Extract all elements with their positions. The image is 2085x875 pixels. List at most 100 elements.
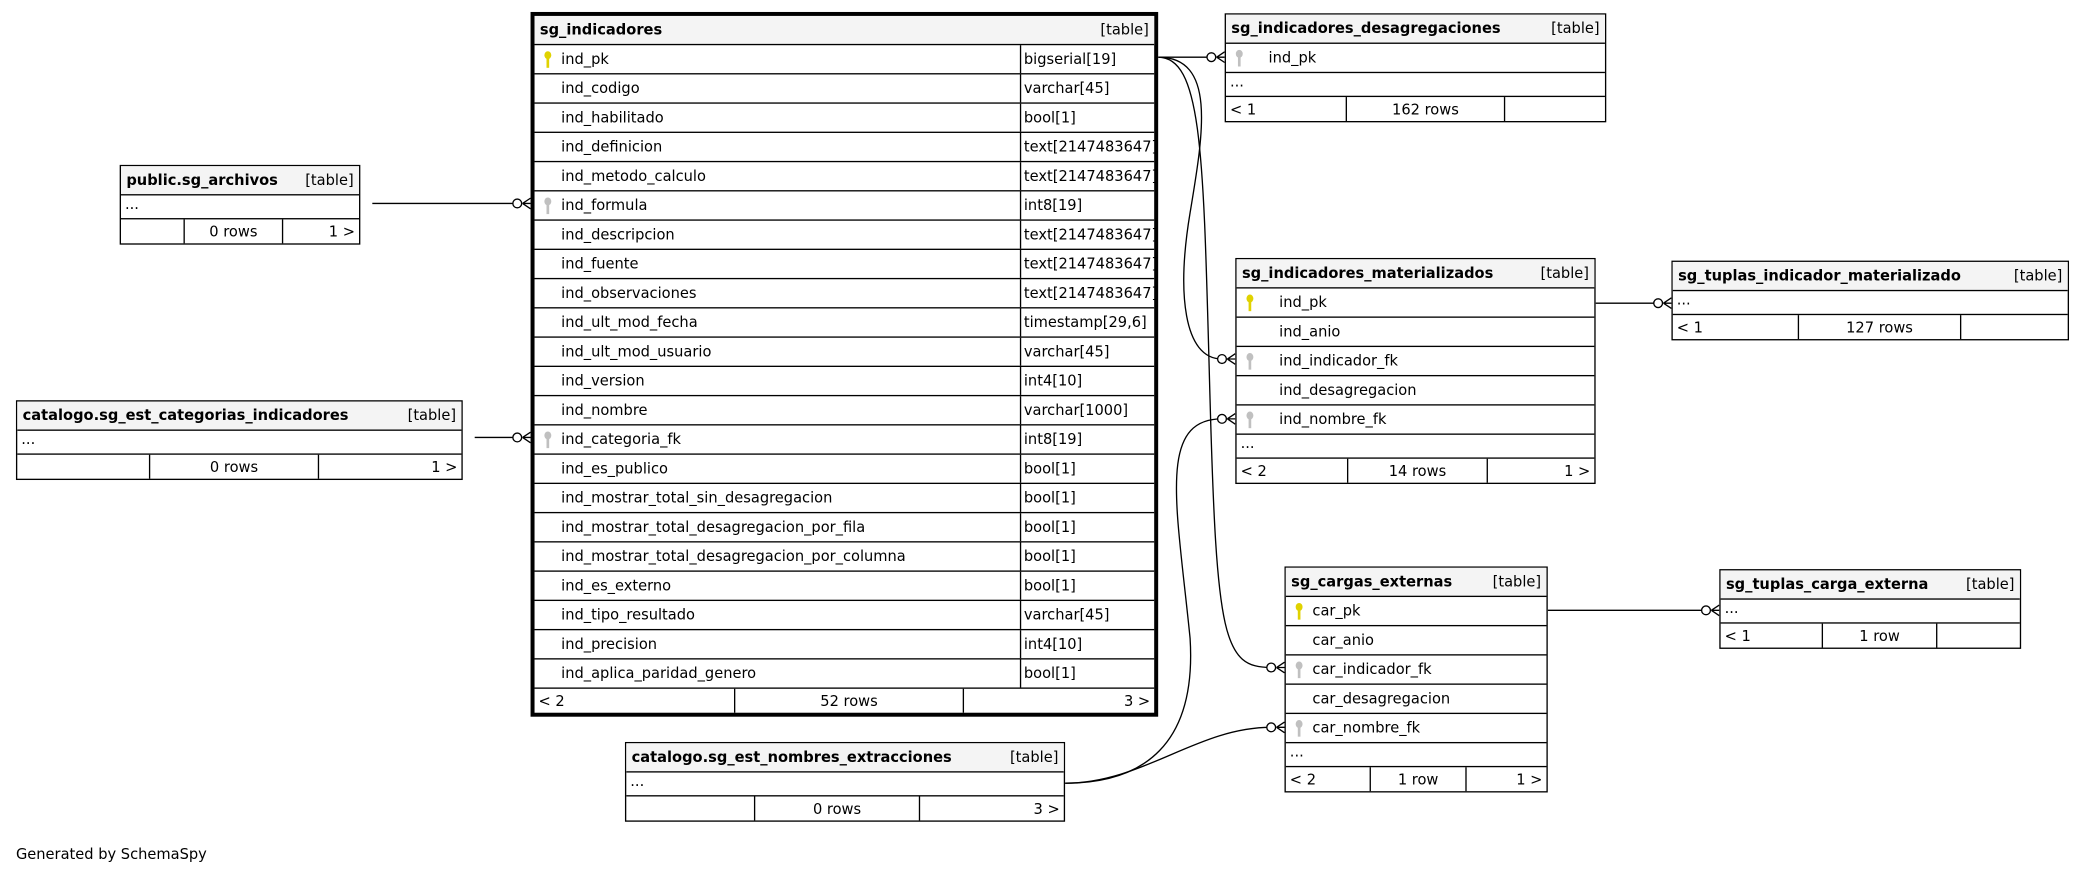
- column-row[interactable]: ind_pk: [1236, 289, 1595, 318]
- column-row[interactable]: ind_mostrar_total_desagregacion_por_fila…: [534, 513, 1155, 543]
- table-footer: 0 rows 1 >: [121, 219, 359, 244]
- column-row[interactable]: car_indicador_fk: [1285, 656, 1547, 685]
- column-row[interactable]: ind_fuente text[2147483647]: [534, 249, 1157, 280]
- column-row[interactable]: ind_categoria_fk int8[19]: [534, 425, 1155, 455]
- column-type: text[2147483647]: [1019, 132, 1157, 161]
- table-type: [table]: [305, 171, 354, 189]
- column-row[interactable]: ind_ult_mod_usuario varchar[45]: [534, 337, 1155, 367]
- column-row[interactable]: ind_nombre varchar[1000]: [534, 396, 1155, 426]
- parents-count[interactable]: < 1: [1724, 626, 1751, 645]
- children-count[interactable]: [1961, 315, 2067, 339]
- column-name: car_desagregacion: [1312, 690, 1451, 708]
- table-type: [table]: [1966, 575, 2015, 594]
- table-header[interactable]: sg_indicadores_desagregaciones [table]: [1225, 14, 1605, 44]
- foreign-key-icon: [1239, 352, 1260, 371]
- column-row[interactable]: ind_tipo_resultado varchar[45]: [534, 601, 1155, 631]
- column-row[interactable]: ind_indicador_fk: [1236, 347, 1595, 377]
- column-row[interactable]: ind_es_publico bool[1]: [534, 454, 1155, 485]
- column-name: ind_mostrar_total_desagregacion_por_fila: [561, 518, 866, 536]
- table-catalogo-sg-est-nombres-extracciones[interactable]: catalogo.sg_est_nombres_extracciones [tab…: [624, 741, 1066, 822]
- table-sg-indicadores-desagregaciones[interactable]: sg_indicadores_desagregaciones [table] ind…: [1224, 13, 1607, 123]
- table-sg-tuplas-carga-externa[interactable]: sg_tuplas_carga_externa [table]... < 1 1 ro…: [1719, 569, 2022, 649]
- column-row[interactable]: car_anio: [1285, 626, 1547, 656]
- parents-count[interactable]: [626, 796, 754, 820]
- column-row[interactable]: ind_descripcion text[2147483647]: [534, 220, 1157, 250]
- column-row[interactable]: ind_pk bigserial[19]: [534, 45, 1155, 75]
- parents-count[interactable]: < 2: [1289, 770, 1317, 788]
- column-name: car_anio: [1312, 631, 1374, 649]
- table-header[interactable]: public.sg_archivos [table]: [121, 166, 360, 196]
- column-name: ind_ult_mod_usuario: [561, 343, 712, 361]
- table-header[interactable]: sg_tuplas_carga_externa [table]: [1720, 570, 2020, 600]
- column-name: ind_fuente: [561, 255, 639, 273]
- table-sg-indicadores[interactable]: sg_indicadores [table] ind_pk bigserial[19]…: [530, 11, 1159, 717]
- table-header[interactable]: catalogo.sg_est_categorias_indicadores [t…: [17, 401, 462, 431]
- column-name: car_pk: [1312, 602, 1361, 620]
- column-name: ind_aplica_paridad_genero: [561, 664, 757, 683]
- column-row[interactable]: ind_definicion text[2147483647]: [534, 132, 1157, 163]
- column-row[interactable]: car_desagregacion: [1285, 685, 1547, 715]
- table-sg-tuplas-indicador-materializado[interactable]: sg_tuplas_indicador_materializado [table]…: [1671, 260, 2070, 341]
- column-type: varchar[45]: [1019, 74, 1154, 103]
- table-name: catalogo.sg_est_nombres_extracciones: [631, 748, 952, 766]
- column-row[interactable]: ind_formula int8[19]: [534, 191, 1155, 221]
- children-count[interactable]: [1937, 624, 2019, 648]
- column-row[interactable]: ind_mostrar_total_sin_desagregacion bool[…: [534, 484, 1155, 514]
- zero-cardinality-marker: [512, 198, 523, 209]
- parents-count[interactable]: < 2: [538, 692, 565, 710]
- table-sg-indicadores-materializados[interactable]: sg_indicadores_materializados [table] ind_…: [1235, 257, 1596, 485]
- parents-count[interactable]: [17, 455, 149, 479]
- column-row[interactable]: ind_ult_mod_fecha timestamp[29,6]: [534, 308, 1155, 338]
- column-row[interactable]: car_nombre_fk: [1285, 714, 1547, 744]
- children-count[interactable]: 1 >: [1516, 770, 1543, 788]
- column-row[interactable]: ind_mostrar_total_desagregacion_por_colu…: [534, 542, 1155, 572]
- column-row[interactable]: ind_es_externo bool[1]: [534, 571, 1155, 602]
- column-row[interactable]: ind_nombre_fk: [1236, 406, 1595, 435]
- column-row[interactable]: ind_observaciones text[2147483647]: [534, 279, 1157, 309]
- column-row[interactable]: ind_codigo varchar[45]: [534, 74, 1155, 104]
- table-footer: < 2 1 row 1 >: [1286, 767, 1547, 792]
- table-header[interactable]: sg_indicadores_materializados [table]: [1236, 259, 1595, 289]
- column-row[interactable]: ind_desagregacion: [1236, 376, 1595, 406]
- table-footer: < 1 1 row: [1721, 623, 2020, 648]
- parents-count[interactable]: < 2: [1240, 462, 1267, 480]
- table-header[interactable]: catalogo.sg_est_nombres_extracciones [tab…: [626, 743, 1064, 773]
- column-name: ind_ult_mod_fecha: [561, 313, 698, 332]
- table-header[interactable]: sg_cargas_externas [table]: [1285, 567, 1547, 598]
- table-name: sg_indicadores_materializados: [1241, 264, 1494, 282]
- children-count[interactable]: 3 >: [1123, 692, 1151, 710]
- column-row[interactable]: ind_version int4[10]: [534, 366, 1155, 397]
- children-count[interactable]: [1505, 97, 1605, 121]
- children-count[interactable]: 1 >: [1564, 462, 1591, 480]
- zero-cardinality-marker: [1216, 413, 1228, 424]
- table-header[interactable]: sg_tuplas_indicador_materializado [table]: [1672, 261, 2068, 292]
- column-row[interactable]: ind_pk: [1225, 44, 1605, 74]
- column-row[interactable]: ind_precision int4[10]: [534, 630, 1155, 660]
- edge-indicadores-cargas: [1158, 56, 1272, 669]
- zero-cardinality-marker: [1216, 353, 1228, 365]
- column-row[interactable]: ind_anio: [1236, 318, 1595, 348]
- more-columns: ...: [1236, 435, 1595, 459]
- children-count[interactable]: 3 >: [1033, 799, 1060, 818]
- parents-count[interactable]: [121, 219, 183, 243]
- column-type: text[2147483647]: [1019, 249, 1157, 278]
- table-header[interactable]: sg_indicadores [table]: [534, 15, 1155, 46]
- children-count[interactable]: 1 >: [328, 222, 356, 241]
- column-row[interactable]: ind_metodo_calculo text[2147483647]: [534, 162, 1157, 192]
- zero-cardinality-marker: [1266, 722, 1277, 733]
- edge-indicadores-materializados: [1158, 56, 1222, 360]
- more-columns: ...: [1225, 73, 1605, 98]
- parents-count[interactable]: < 1: [1676, 318, 1703, 336]
- parents-count[interactable]: < 1: [1229, 100, 1257, 118]
- column-row[interactable]: ind_aplica_paridad_genero bool[1]: [534, 659, 1155, 689]
- primary-key-icon: [537, 50, 558, 69]
- table-public-sg-archivos[interactable]: public.sg_archivos [table]... 0 rows 1 >: [119, 164, 361, 245]
- table-catalogo-sg-est-categorias-indicadores[interactable]: catalogo.sg_est_categorias_indicadores [t…: [15, 400, 463, 481]
- children-count[interactable]: 1 >: [431, 458, 458, 476]
- column-type: bool[1]: [1019, 103, 1154, 132]
- column-row[interactable]: car_pk: [1285, 597, 1547, 627]
- column-name: ind_indicador_fk: [1279, 352, 1398, 370]
- column-row[interactable]: ind_habilitado bool[1]: [534, 103, 1155, 133]
